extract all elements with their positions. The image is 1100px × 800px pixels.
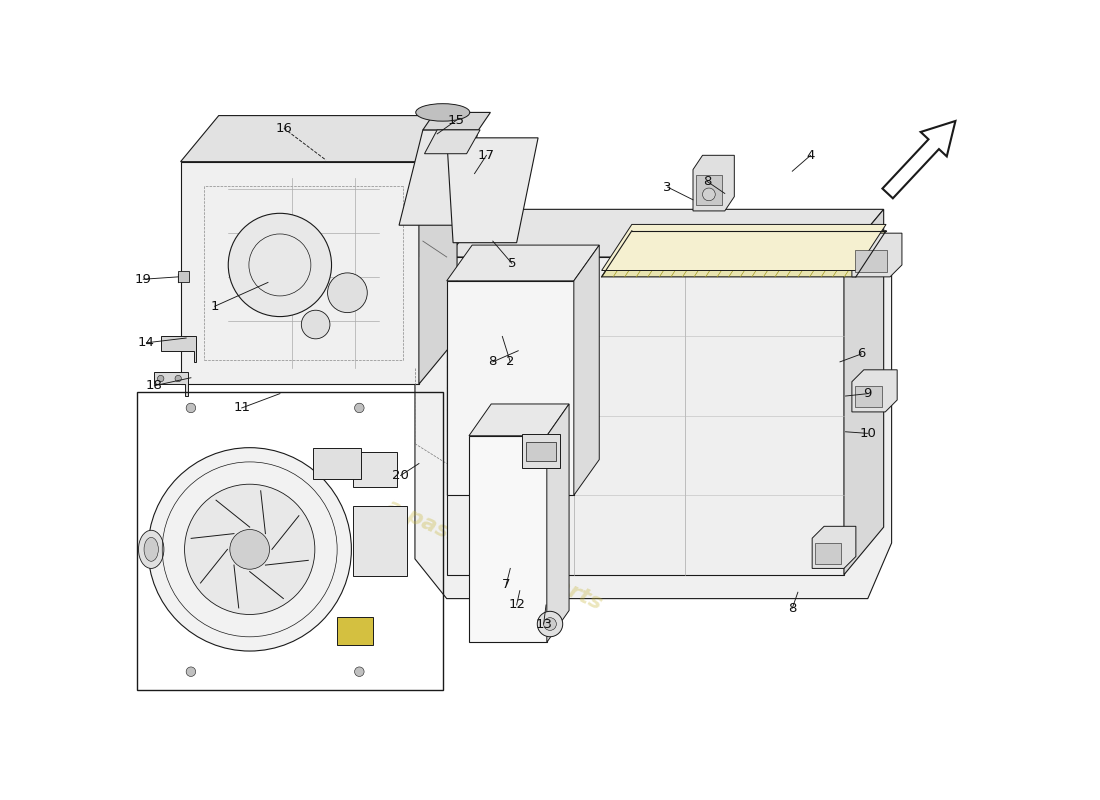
Polygon shape — [415, 226, 892, 598]
Circle shape — [175, 375, 182, 382]
Text: jarpes: jarpes — [354, 257, 697, 416]
Bar — [526, 442, 557, 461]
Text: 8: 8 — [703, 175, 712, 188]
Text: 14: 14 — [138, 336, 155, 350]
Text: 19: 19 — [135, 273, 152, 286]
FancyArrow shape — [882, 121, 956, 198]
Text: 15: 15 — [448, 114, 465, 127]
Bar — [178, 271, 189, 282]
Polygon shape — [161, 337, 196, 362]
Polygon shape — [180, 115, 458, 162]
Text: 11: 11 — [233, 402, 251, 414]
Polygon shape — [574, 245, 600, 495]
Text: 20: 20 — [393, 469, 409, 482]
Polygon shape — [447, 281, 574, 495]
Polygon shape — [154, 372, 188, 396]
Text: a passion for parts: a passion for parts — [383, 496, 606, 614]
Polygon shape — [851, 370, 898, 412]
Bar — [136, 392, 442, 690]
Text: 9: 9 — [864, 387, 872, 400]
Polygon shape — [547, 404, 569, 642]
Text: 8: 8 — [788, 602, 796, 614]
Bar — [696, 175, 722, 205]
Polygon shape — [602, 225, 887, 270]
Ellipse shape — [416, 104, 470, 121]
Text: 1: 1 — [210, 300, 219, 313]
Bar — [353, 452, 397, 487]
Polygon shape — [447, 138, 538, 242]
Polygon shape — [399, 130, 478, 226]
Text: 8: 8 — [488, 355, 497, 368]
Bar — [815, 543, 840, 564]
Text: 16: 16 — [275, 122, 293, 134]
Ellipse shape — [301, 310, 330, 339]
Bar — [855, 250, 887, 272]
Text: 4: 4 — [806, 149, 815, 162]
Text: 3: 3 — [663, 181, 672, 194]
Polygon shape — [812, 526, 856, 569]
Text: 7: 7 — [502, 578, 510, 591]
Text: 6: 6 — [857, 347, 866, 361]
Circle shape — [230, 530, 270, 570]
Text: 17: 17 — [477, 149, 495, 162]
Ellipse shape — [328, 273, 367, 313]
Polygon shape — [469, 404, 569, 436]
Text: 55: 55 — [448, 378, 604, 502]
Bar — [353, 506, 407, 576]
Bar — [314, 448, 361, 479]
Circle shape — [354, 667, 364, 677]
Polygon shape — [851, 233, 902, 277]
Polygon shape — [844, 210, 883, 574]
Ellipse shape — [229, 214, 331, 317]
Circle shape — [148, 448, 351, 651]
Polygon shape — [447, 210, 883, 257]
Circle shape — [703, 188, 715, 201]
Circle shape — [354, 403, 364, 413]
Circle shape — [186, 667, 196, 677]
Bar — [337, 617, 373, 645]
Text: 2: 2 — [506, 355, 515, 368]
Polygon shape — [602, 230, 887, 277]
Text: 13: 13 — [535, 618, 552, 630]
Text: 5: 5 — [507, 257, 516, 270]
Bar — [855, 386, 882, 407]
Text: 10: 10 — [859, 427, 877, 440]
Ellipse shape — [139, 530, 164, 569]
Polygon shape — [693, 155, 735, 211]
Text: 12: 12 — [508, 598, 525, 611]
Circle shape — [543, 618, 557, 630]
Text: 18: 18 — [146, 379, 163, 392]
Polygon shape — [425, 130, 480, 154]
Polygon shape — [180, 162, 419, 384]
Polygon shape — [469, 436, 547, 642]
Polygon shape — [447, 245, 600, 281]
Circle shape — [185, 484, 315, 614]
Polygon shape — [422, 113, 491, 130]
Polygon shape — [419, 115, 458, 384]
Circle shape — [157, 375, 164, 382]
Circle shape — [186, 403, 196, 413]
Ellipse shape — [144, 538, 158, 562]
Polygon shape — [522, 434, 560, 467]
Circle shape — [537, 611, 563, 637]
Polygon shape — [447, 257, 844, 574]
